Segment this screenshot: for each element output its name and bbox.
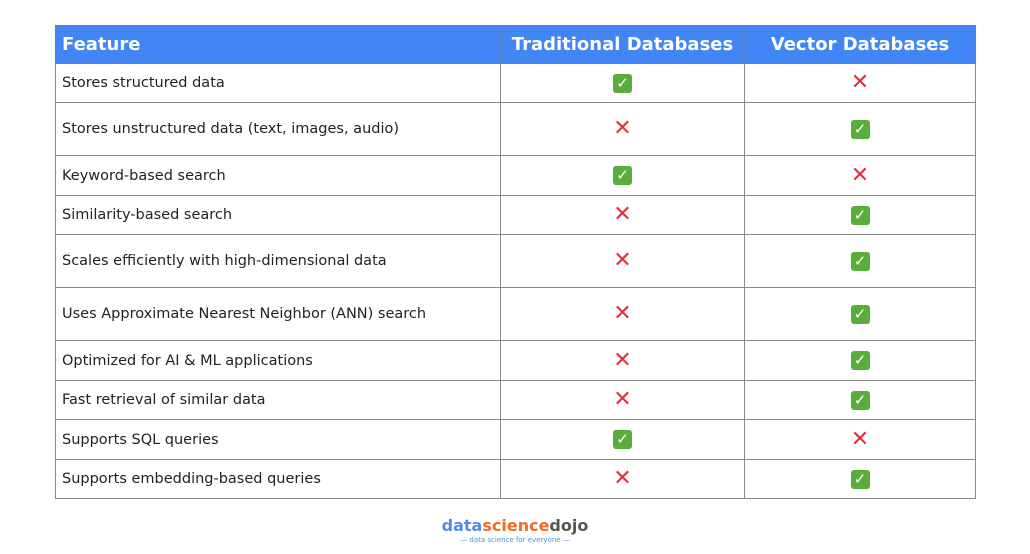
- traditional-cell: ✕: [500, 459, 745, 499]
- vector-cell: ✓: [744, 234, 976, 288]
- cross-mark-icon: ✕: [850, 162, 870, 188]
- traditional-cell: ✕: [500, 340, 745, 381]
- feature-cell: Keyword-based search: [55, 155, 501, 196]
- traditional-cell: ✕: [500, 195, 745, 235]
- vector-cell: ✓: [744, 380, 976, 420]
- traditional-cell: ✓: [500, 63, 745, 103]
- check-mark-icon: ✓: [850, 390, 870, 410]
- vector-cell: ✓: [744, 195, 976, 235]
- cross-mark-icon: ✕: [613, 347, 632, 373]
- check-mark-icon: ✓: [613, 166, 632, 185]
- vector-cell: ✕: [744, 63, 976, 103]
- traditional-cell: ✕: [500, 287, 745, 341]
- table-row: Stores unstructured data (text, images, …: [55, 102, 976, 156]
- cross-mark-icon: ✕: [613, 116, 632, 141]
- logo-text-dojo: dojo: [549, 516, 589, 535]
- header-feature: Feature: [55, 25, 501, 64]
- header-row: Feature Traditional Databases Vector Dat…: [55, 25, 976, 64]
- cross-mark-icon: ✕: [613, 248, 632, 273]
- table-row: Fast retrieval of similar data ✕ ✓: [55, 380, 976, 420]
- traditional-cell: ✓: [500, 419, 745, 460]
- check-mark-icon: ✓: [850, 251, 870, 271]
- traditional-cell: ✕: [500, 234, 745, 288]
- traditional-cell: ✓: [500, 155, 745, 196]
- cross-mark-icon: ✕: [613, 387, 632, 412]
- cross-mark-icon: ✕: [850, 426, 870, 452]
- table-row: Supports embedding-based queries ✕ ✓: [55, 459, 976, 499]
- feature-cell: Fast retrieval of similar data: [55, 380, 501, 420]
- table-row: Keyword-based search ✓ ✕: [55, 155, 976, 196]
- logo: datasciencedojo: [0, 516, 1030, 535]
- check-mark-icon: ✓: [613, 430, 632, 449]
- feature-cell: Stores unstructured data (text, images, …: [55, 102, 501, 156]
- cross-mark-icon: ✕: [613, 202, 632, 227]
- check-mark-icon: ✓: [613, 73, 632, 93]
- traditional-cell: ✕: [500, 102, 745, 156]
- vector-cell: ✓: [744, 340, 976, 381]
- check-mark-icon: ✓: [850, 205, 870, 225]
- check-mark-icon: ✓: [850, 304, 870, 324]
- tagline-text: data science for everyone: [469, 536, 561, 544]
- check-mark-icon: ✓: [850, 351, 870, 370]
- header-vector: Vector Databases: [744, 25, 976, 64]
- table-row: Scales efficiently with high-dimensional…: [55, 234, 976, 288]
- table-row: Uses Approximate Nearest Neighbor (ANN) …: [55, 287, 976, 341]
- feature-cell: Similarity-based search: [55, 195, 501, 235]
- table-row: Supports SQL queries ✓ ✕: [55, 419, 976, 460]
- feature-cell: Scales efficiently with high-dimensional…: [55, 234, 501, 288]
- feature-cell: Supports SQL queries: [55, 419, 501, 460]
- vector-cell: ✓: [744, 459, 976, 499]
- logo-tagline: — data science for everyone —: [460, 536, 570, 544]
- check-mark-icon: ✓: [850, 469, 870, 489]
- vector-cell: ✓: [744, 102, 976, 156]
- header-traditional: Traditional Databases: [500, 25, 745, 64]
- cross-mark-icon: ✕: [613, 466, 632, 491]
- check-mark-icon: ✓: [850, 119, 870, 139]
- feature-cell: Uses Approximate Nearest Neighbor (ANN) …: [55, 287, 501, 341]
- vector-cell: ✕: [744, 155, 976, 196]
- feature-cell: Supports embedding-based queries: [55, 459, 501, 499]
- table-row: Similarity-based search ✕ ✓: [55, 195, 976, 235]
- feature-cell: Stores structured data: [55, 63, 501, 103]
- vector-cell: ✕: [744, 419, 976, 460]
- table-row: Stores structured data ✓ ✕: [55, 63, 976, 103]
- cross-mark-icon: ✕: [613, 301, 632, 326]
- table-row: Optimized for AI & ML applications ✕ ✓: [55, 340, 976, 381]
- vector-cell: ✓: [744, 287, 976, 341]
- traditional-cell: ✕: [500, 380, 745, 420]
- feature-cell: Optimized for AI & ML applications: [55, 340, 501, 381]
- logo-text-science: science: [482, 516, 550, 535]
- logo-text-data: data: [441, 516, 483, 535]
- cross-mark-icon: ✕: [850, 70, 870, 95]
- comparison-table: Feature Traditional Databases Vector Dat…: [55, 25, 976, 499]
